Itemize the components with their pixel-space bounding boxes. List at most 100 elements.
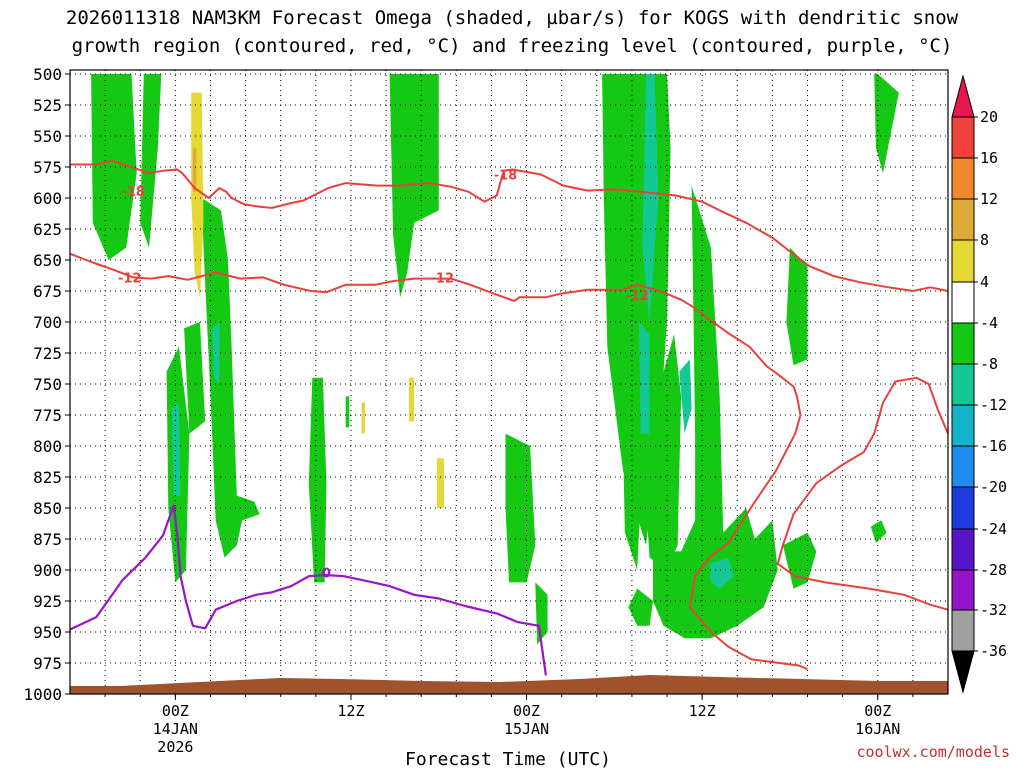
colorbar-label: -36 <box>980 642 1007 660</box>
x-axis-label: Forecast Time (UTC) <box>405 749 611 768</box>
colorbar-segment <box>951 116 975 159</box>
x-tick-label: 14JAN <box>153 720 198 738</box>
y-tick-label: 625 <box>33 220 62 239</box>
colorbar-label: -12 <box>980 396 1007 414</box>
y-tick-label: 600 <box>33 189 62 208</box>
colorbar-label: 8 <box>980 231 989 249</box>
y-tick-label: 800 <box>33 437 62 456</box>
y-tick-label: 950 <box>33 623 62 642</box>
colorbar-label: 4 <box>980 273 989 291</box>
colorbar: 20 16 12 8 4 -4 -8 -12 -16 -20 -24 -28 -32 -36 <box>951 74 1007 694</box>
colorbar-label: -24 <box>980 520 1007 538</box>
omega-region <box>192 148 197 192</box>
dgz-contour-label: -12 <box>118 272 142 287</box>
colorbar-segment <box>951 404 975 447</box>
colorbar-label: 20 <box>980 108 998 126</box>
omega-region <box>140 74 162 248</box>
omega-region <box>191 92 204 298</box>
omega-shading <box>91 74 899 645</box>
y-tick-label: 775 <box>33 406 62 425</box>
y-tick-label: 925 <box>33 592 62 611</box>
y-tick-label: 1000 <box>23 685 62 704</box>
colorbar-segment <box>951 281 975 324</box>
x-tick-label: 15JAN <box>504 720 549 738</box>
dgz-contour-label: -18 <box>121 185 145 200</box>
omega-region <box>628 588 653 626</box>
omega-region <box>389 74 439 298</box>
chart-title-line1: 2026011318 NAM3KM Forecast Omega (shaded… <box>66 7 959 29</box>
dgz-contour-line <box>70 159 949 292</box>
colorbar-segment <box>951 157 975 200</box>
y-tick-label: 900 <box>33 561 62 580</box>
x-tick-label: 00Z <box>162 702 189 720</box>
y-tick-label: 550 <box>33 127 62 146</box>
omega-region <box>308 377 327 583</box>
omega-region <box>638 322 650 434</box>
y-tick-label: 500 <box>33 65 62 84</box>
omega-region <box>642 334 682 570</box>
colorbar-segment <box>951 486 975 530</box>
y-tick-label: 650 <box>33 251 62 270</box>
omega-region <box>679 359 692 434</box>
colorbar-segment <box>951 528 975 571</box>
omega-region <box>437 458 444 508</box>
dgz-contour-line <box>776 376 949 611</box>
colorbar-segment <box>951 363 975 406</box>
omega-region <box>870 520 887 543</box>
colorbar-segment <box>951 322 975 365</box>
y-tick-label: 675 <box>33 282 62 301</box>
y-tick-label: 975 <box>33 654 62 673</box>
chart-title-line2: growth region (contoured, red, °C) and f… <box>72 35 953 57</box>
plot-frame <box>69 69 949 695</box>
colorbar-segment <box>951 445 975 488</box>
colorbar-segment <box>951 609 975 652</box>
omega-region <box>408 377 415 422</box>
x-tick-label: 12Z <box>689 702 716 720</box>
omega-region <box>786 247 808 366</box>
temperature-contours: -18 -18 -12 -12 -12 0 <box>69 159 949 676</box>
x-tick-label: 00Z <box>864 702 891 720</box>
omega-region <box>171 402 181 496</box>
colorbar-label: -4 <box>980 314 998 332</box>
y-tick-label: 750 <box>33 375 62 394</box>
dgz-contour-label: -12 <box>625 289 649 304</box>
colorbar-bottom-arrow <box>951 650 975 694</box>
colorbar-label: -20 <box>980 478 1007 496</box>
colorbar-label: -8 <box>980 355 998 373</box>
colorbar-label: -16 <box>980 437 1007 455</box>
y-tick-label: 850 <box>33 499 62 518</box>
x-tick-label: 16JAN <box>855 720 900 738</box>
colorbar-label: -28 <box>980 561 1007 579</box>
colorbar-label: 16 <box>980 149 998 167</box>
y-axis: 500 525 550 575 600 625 650 675 700 725 750 775 800 8… <box>23 65 70 704</box>
colorbar-segment <box>951 239 975 283</box>
omega-region <box>201 198 260 558</box>
omega-region <box>345 396 350 428</box>
omega-region <box>91 74 137 260</box>
freezing-level-line <box>69 504 547 676</box>
x-tick-label: 12Z <box>337 702 364 720</box>
omega-region <box>709 557 734 589</box>
y-tick-label: 875 <box>33 530 62 549</box>
colorbar-label: -32 <box>980 601 1007 619</box>
dgz-contour-label: -18 <box>494 169 518 184</box>
x-tick-label: 00Z <box>513 702 540 720</box>
y-tick-label: 575 <box>33 158 62 177</box>
dgz-contour-line <box>69 252 808 671</box>
omega-region <box>782 532 817 589</box>
omega-region <box>874 74 899 174</box>
colorbar-segment <box>951 569 975 611</box>
gridlines <box>70 70 948 695</box>
omega-region <box>184 322 206 434</box>
omega-region <box>653 185 778 639</box>
x-tick-label: 2026 <box>157 738 193 756</box>
omega-region <box>361 402 365 434</box>
ground-surface <box>70 675 948 694</box>
y-tick-label: 700 <box>33 313 62 332</box>
y-tick-label: 525 <box>33 96 62 115</box>
colorbar-segment <box>951 198 975 241</box>
dgz-contour-label: -12 <box>431 272 455 287</box>
credit-link[interactable]: coolwx.com/models <box>856 743 1010 761</box>
